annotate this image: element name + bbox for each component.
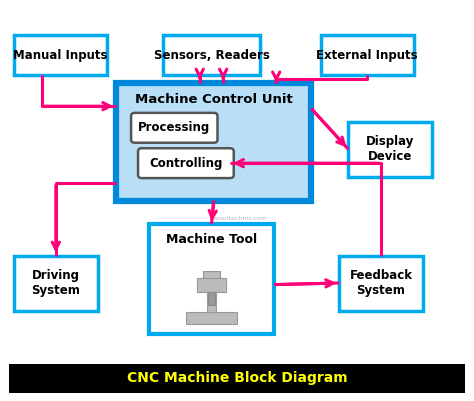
Text: www.itechnis.com: www.itechnis.com <box>211 216 268 221</box>
FancyBboxPatch shape <box>138 148 234 178</box>
Bar <box>116 83 311 200</box>
FancyBboxPatch shape <box>131 113 218 143</box>
Text: CNC Machine Block Diagram: CNC Machine Block Diagram <box>127 371 347 385</box>
Bar <box>320 35 413 75</box>
Text: Controlling: Controlling <box>149 157 223 170</box>
Bar <box>186 312 237 324</box>
Bar <box>149 224 274 334</box>
Bar <box>197 278 226 292</box>
Bar <box>14 35 107 75</box>
Bar <box>9 364 465 393</box>
Text: Display
Device: Display Device <box>366 136 414 164</box>
Text: Feedback
System: Feedback System <box>349 269 412 297</box>
Text: Manual Inputs: Manual Inputs <box>13 49 108 62</box>
Bar <box>348 122 432 177</box>
Bar <box>339 255 423 310</box>
Text: Driving
System: Driving System <box>31 269 80 297</box>
Bar <box>207 292 216 312</box>
Text: Machine Control Unit: Machine Control Unit <box>135 93 292 105</box>
Bar <box>203 271 220 278</box>
Text: Processing: Processing <box>138 121 210 134</box>
Text: Sensors, Readers: Sensors, Readers <box>154 49 269 62</box>
Bar <box>163 35 260 75</box>
Bar <box>208 292 215 305</box>
Text: External Inputs: External Inputs <box>316 49 418 62</box>
Bar <box>14 255 98 310</box>
Text: Machine Tool: Machine Tool <box>166 233 257 246</box>
